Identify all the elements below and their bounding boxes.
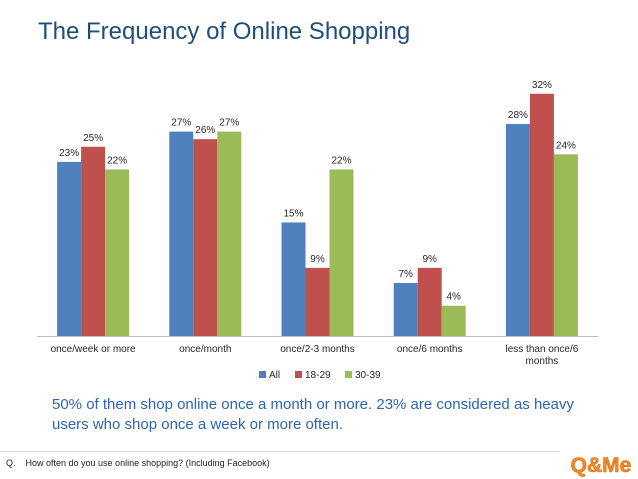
value-label: 22% <box>331 155 351 166</box>
survey-question: Q. How often do you use online shopping?… <box>6 458 270 468</box>
bar-18-29-3 <box>305 267 330 336</box>
category-label: once/week or more <box>51 344 136 355</box>
legend-swatch <box>259 371 266 378</box>
footer-divider <box>0 451 560 452</box>
bar-30-39-4 <box>441 305 466 336</box>
value-label: 27% <box>219 118 239 129</box>
value-labels-layer: 23% 25% 22% 27% 26% 27% 15% 9% 22% 7% 9% 4% 28% 32% 24… <box>59 80 576 303</box>
value-label: 27% <box>171 118 191 129</box>
value-label: 25% <box>83 133 103 144</box>
legend: All 18-29 30-39 <box>259 370 381 381</box>
logo-wordmark: Q&Me <box>571 454 632 477</box>
legend-label: 18-29 <box>305 370 331 381</box>
category-label: once/2-3 months <box>280 344 355 355</box>
value-label: 9% <box>422 254 437 265</box>
category-label: once/month <box>179 344 231 355</box>
value-label: 23% <box>59 148 79 159</box>
value-label: 9% <box>310 254 325 265</box>
value-label: 24% <box>556 140 576 151</box>
legend-swatch <box>345 371 352 378</box>
legend-swatch <box>295 371 302 378</box>
value-label: 22% <box>107 155 127 166</box>
bar-30-39-1 <box>105 169 130 336</box>
bar-all-2 <box>169 131 194 336</box>
summary-text: 50% of them shop online once a month or … <box>52 396 574 433</box>
bar-chart: 23% 25% 22% 27% 26% 27% 15% 9% 22% 7% 9% 4% 28% 32% 24… <box>37 80 598 381</box>
category-label: less than once/6 months <box>505 344 578 367</box>
bar-18-29-1 <box>81 146 106 336</box>
page-title: The Frequency of Online Shopping <box>38 18 411 45</box>
category-label: once/6 months <box>397 344 463 355</box>
bar-30-39-3 <box>329 169 354 336</box>
value-label: 26% <box>195 125 215 136</box>
legend-label: All <box>269 370 280 381</box>
value-label: 7% <box>398 269 413 280</box>
value-label: 15% <box>283 208 303 219</box>
bar-all-4 <box>393 283 418 336</box>
bar-all-3 <box>281 222 306 336</box>
bar-all-5 <box>505 124 530 336</box>
bar-18-29-2 <box>193 139 218 336</box>
category-labels-layer: once/week or more once/month once/2-3 mont… <box>51 344 579 367</box>
value-label: 28% <box>508 110 528 121</box>
bars-layer <box>57 93 578 336</box>
bar-18-29-4 <box>417 267 442 336</box>
qme-logo: Q&Me Q&Me <box>569 452 634 477</box>
bar-18-29-5 <box>529 93 554 336</box>
logo-outline: Q&Me <box>571 454 632 477</box>
bar-all-1 <box>57 161 82 336</box>
bar-30-39-5 <box>553 154 578 336</box>
legend-label: 30-39 <box>355 370 381 381</box>
value-label: 32% <box>532 80 552 91</box>
value-label: 4% <box>446 292 461 303</box>
bar-30-39-2 <box>217 131 242 336</box>
